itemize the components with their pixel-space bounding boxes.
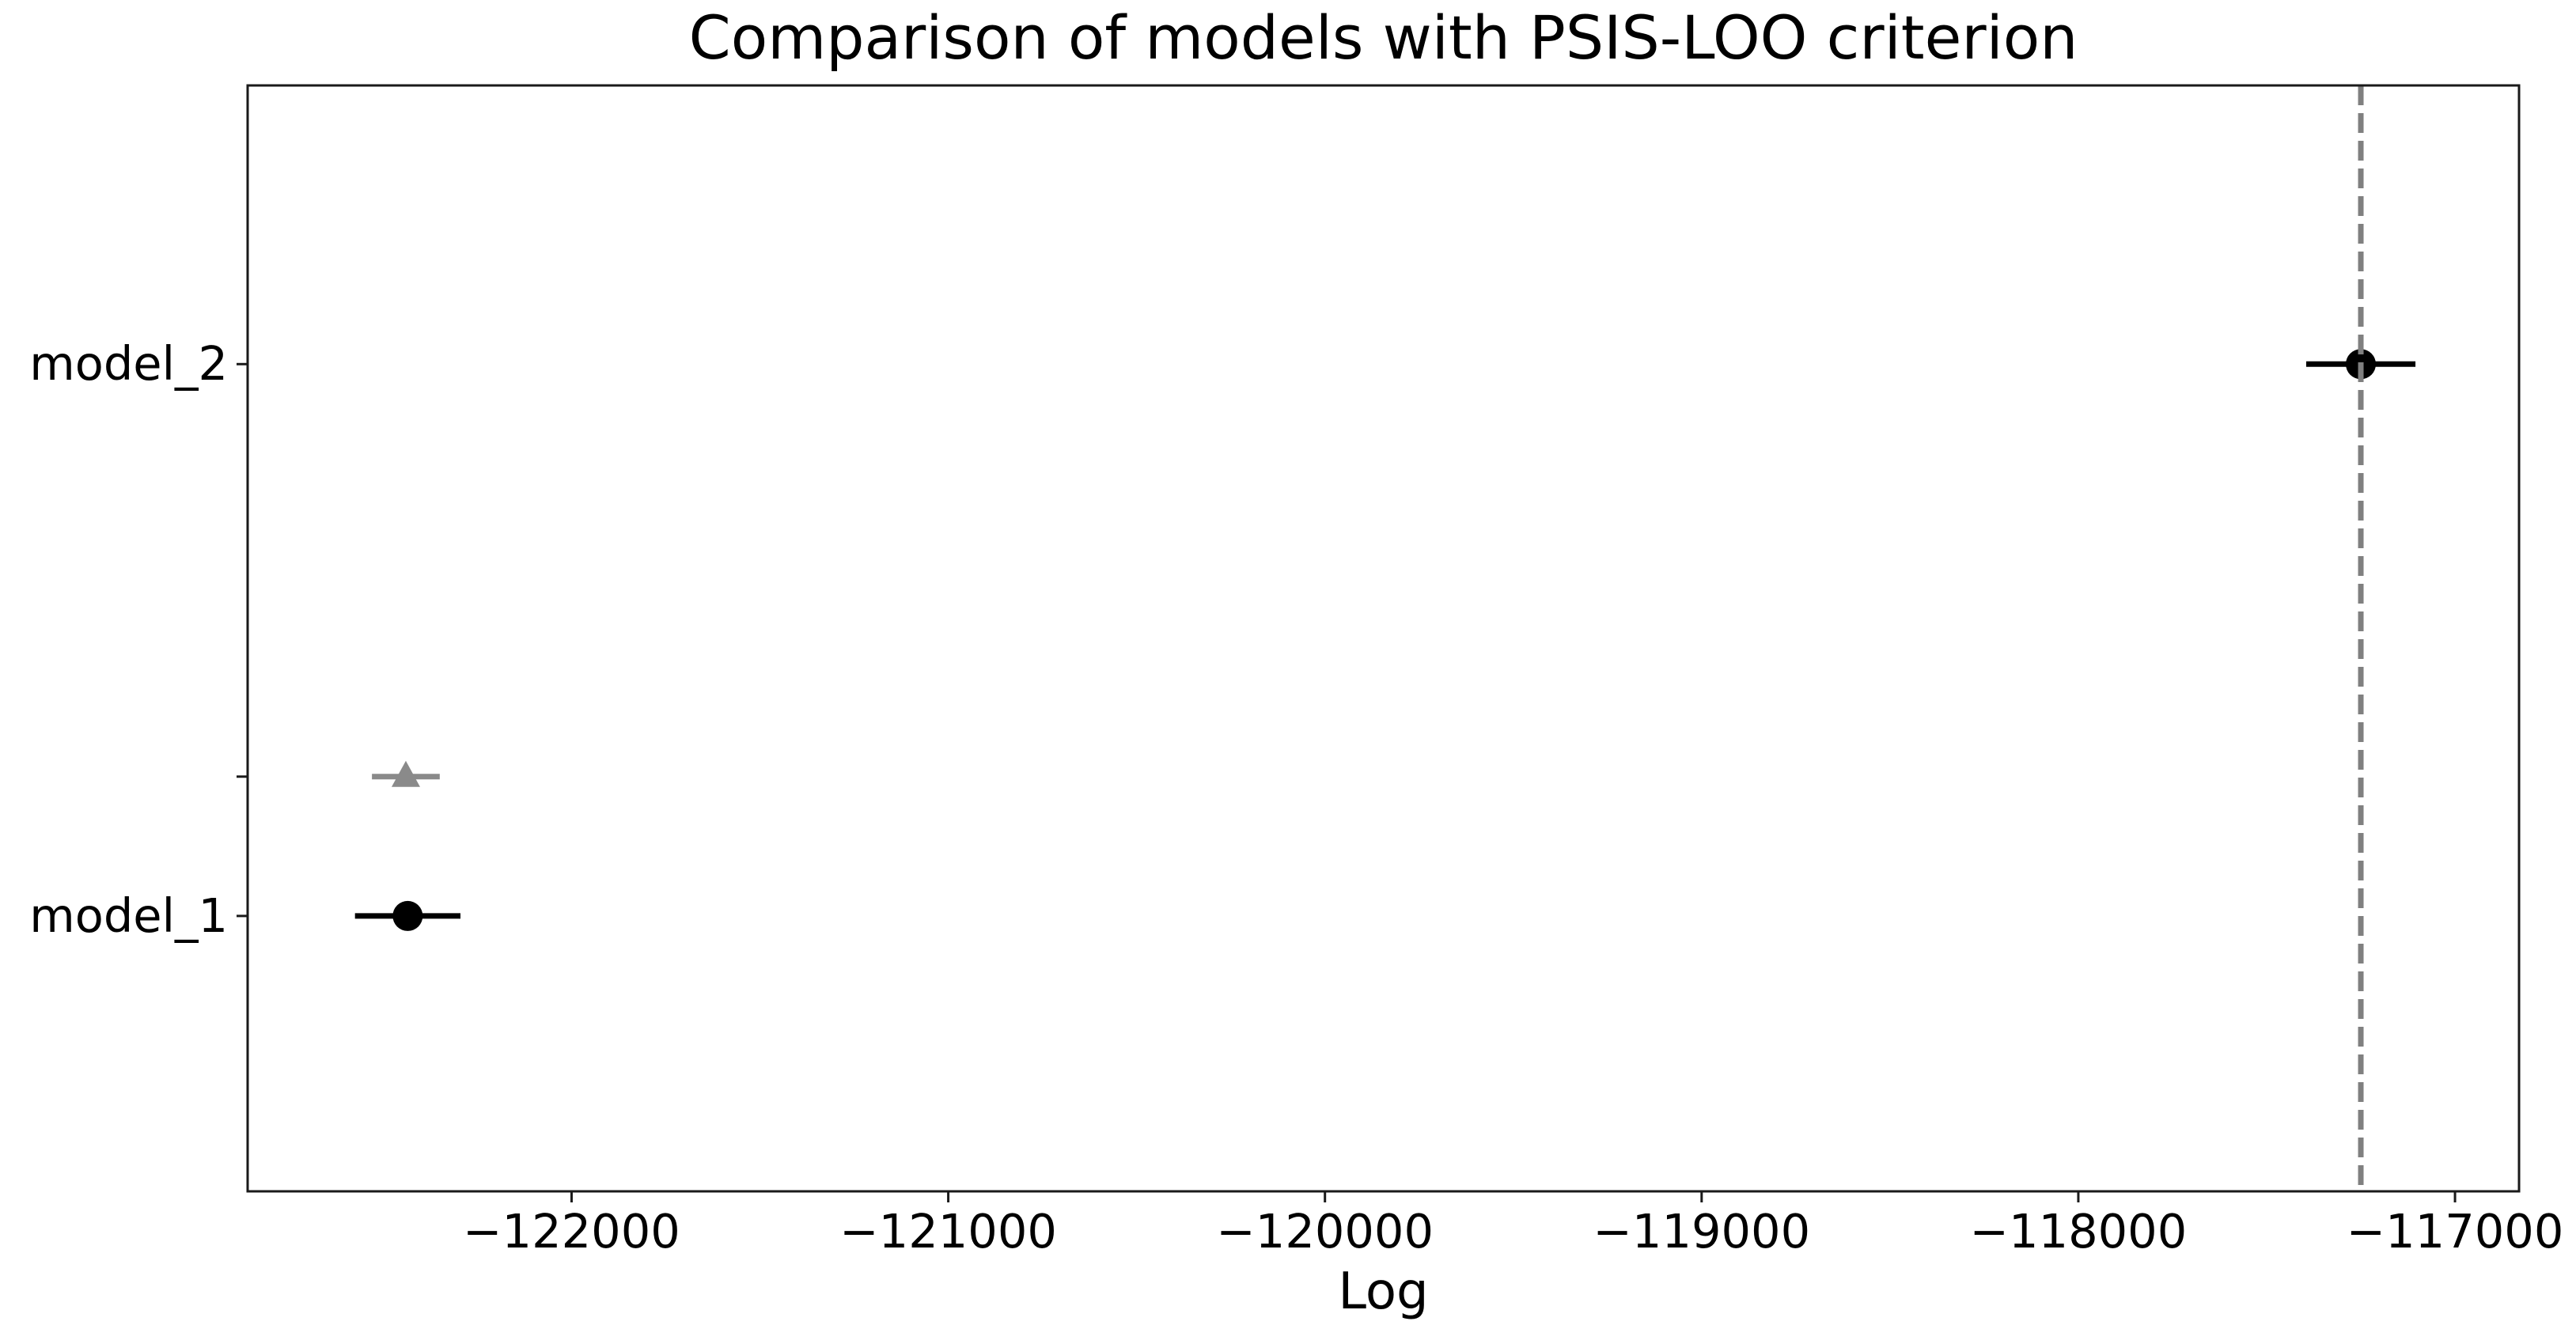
x-axis-label: Log (1338, 1263, 1429, 1321)
x-tick-label-0: −122000 (463, 1204, 680, 1259)
x-tick-label-2: −120000 (1216, 1204, 1434, 1259)
plot-border (246, 84, 2521, 1193)
x-tick-label-4: −118000 (1969, 1204, 2188, 1259)
x-tick-label-3: −119000 (1593, 1204, 1811, 1259)
comparison-plot-canvas (237, 84, 2521, 1202)
x-tick-label-5: −117000 (2346, 1204, 2564, 1259)
plot-area (237, 84, 2521, 1202)
x-tick-label-1: −121000 (839, 1204, 1057, 1259)
elpd-point-model_1 (392, 900, 423, 931)
elpd-diff-triangle-model_1 (391, 760, 420, 787)
y-tick-label-model_2: model_2 (29, 336, 228, 392)
y-tick-label-model_1: model_1 (29, 888, 228, 943)
chart-title: Comparison of models with PSIS-LOO crite… (688, 2, 2078, 73)
